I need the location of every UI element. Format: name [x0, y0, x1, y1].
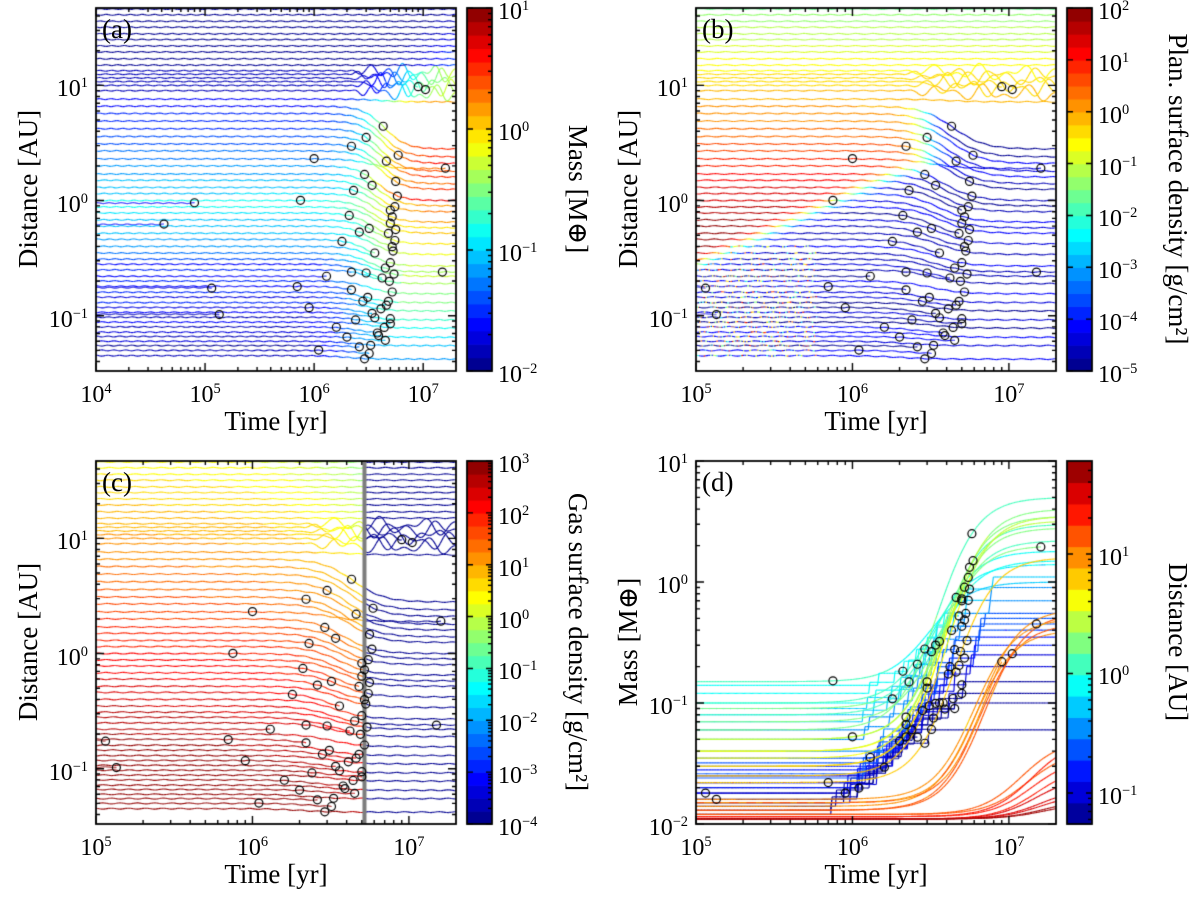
- y-tick-label: 10−1: [648, 693, 688, 720]
- panel-d-xaxis-title: Time [yr]: [824, 859, 928, 889]
- colorbar-tick-label: 10−2: [1098, 205, 1138, 233]
- panel-d-letter: (d): [702, 467, 734, 497]
- panel-a-canvas: [0, 0, 600, 453]
- y-tick-label: 101: [56, 528, 88, 556]
- colorbar-tick-label: 10−5: [1098, 361, 1138, 388]
- colorbar-tick-label: 10−1: [1098, 153, 1138, 181]
- y-tick-label: 100: [656, 572, 688, 599]
- colorbar-tick-label: 100: [1098, 101, 1130, 129]
- y-tick-label: 10−2: [648, 814, 688, 841]
- panel-b-colorbar-title: Plan. surface density [g/cm²]: [1163, 33, 1193, 345]
- colorbar-tick-label: 10−4: [498, 814, 538, 841]
- panel-a-colorbar-title: Mass [M⊕]: [563, 124, 593, 254]
- panel-c-canvas: [0, 453, 600, 906]
- panel-a-xaxis-title: Time [yr]: [224, 406, 328, 436]
- y-tick-label: 10−1: [648, 305, 688, 333]
- y-tick-label: 100: [56, 643, 88, 671]
- panel-d-canvas: [600, 453, 1200, 906]
- panel-b-letter: (b): [702, 14, 734, 44]
- y-tick-label: 101: [656, 75, 688, 103]
- panel-d: (d) Time [yr] Mass [M⊕] Distance [AU] 10…: [600, 453, 1200, 906]
- colorbar-tick-label: 10−2: [498, 361, 538, 388]
- colorbar-tick-label: 103: [498, 453, 530, 478]
- panel-b: (b) Time [yr] Distance [AU] Plan. surfac…: [600, 0, 1200, 453]
- panel-b-canvas: [600, 0, 1200, 453]
- y-tick-label: 101: [656, 453, 688, 478]
- colorbar-tick-label: 102: [1098, 0, 1130, 25]
- y-tick-label: 10−1: [48, 305, 88, 333]
- colorbar-tick-label: 10−3: [1098, 257, 1138, 285]
- x-tick-label: 107: [393, 834, 425, 861]
- panel-c-colorbar-title: Gas surface density [g/cm²]: [563, 492, 593, 792]
- x-tick-label: 106: [836, 834, 869, 861]
- colorbar-tick-label: 101: [1098, 543, 1130, 571]
- panel-c-letter: (c): [102, 467, 132, 497]
- colorbar-tick-label: 10−2: [498, 710, 538, 738]
- colorbar-tick-label: 100: [498, 119, 530, 146]
- x-tick-label: 105: [189, 381, 221, 408]
- x-tick-label: 104: [80, 381, 112, 408]
- colorbar-tick-label: 101: [1098, 49, 1130, 77]
- colorbar-tick-label: 10−1: [498, 658, 538, 686]
- panel-a: (a) Time [yr] Distance [AU] Mass [M⊕] 10…: [0, 0, 600, 453]
- colorbar-tick-label: 100: [498, 606, 530, 634]
- panel-a-letter: (a): [102, 14, 132, 44]
- colorbar-tick-label: 101: [498, 0, 530, 25]
- panel-c-xaxis-title: Time [yr]: [224, 859, 328, 889]
- y-tick-label: 100: [656, 190, 688, 218]
- colorbar-tick-label: 10−1: [1098, 782, 1138, 810]
- x-tick-label: 105: [680, 834, 712, 861]
- x-tick-label: 107: [407, 381, 439, 408]
- x-tick-label: 106: [236, 834, 269, 861]
- y-tick-label: 10−1: [48, 758, 88, 786]
- colorbar-tick-label: 10−1: [498, 240, 538, 267]
- x-tick-label: 105: [680, 381, 712, 408]
- x-tick-label: 107: [993, 834, 1025, 861]
- y-tick-label: 100: [56, 190, 88, 218]
- colorbar-tick-label: 101: [498, 554, 530, 582]
- x-tick-label: 106: [298, 381, 330, 408]
- colorbar-tick-label: 102: [498, 502, 530, 530]
- panel-c: (c) Time [yr] Distance [AU] Gas surface …: [0, 453, 600, 906]
- panel-b-xaxis-title: Time [yr]: [824, 406, 928, 436]
- colorbar-tick-label: 10−3: [498, 762, 538, 790]
- panel-d-colorbar-title: Distance [AU]: [1163, 562, 1193, 722]
- y-tick-label: 101: [56, 75, 88, 103]
- colorbar-tick-label: 100: [1098, 663, 1130, 691]
- x-tick-label: 105: [80, 834, 112, 861]
- colorbar-tick-label: 10−4: [1098, 309, 1138, 337]
- x-tick-label: 107: [993, 381, 1025, 408]
- x-tick-label: 106: [836, 381, 869, 408]
